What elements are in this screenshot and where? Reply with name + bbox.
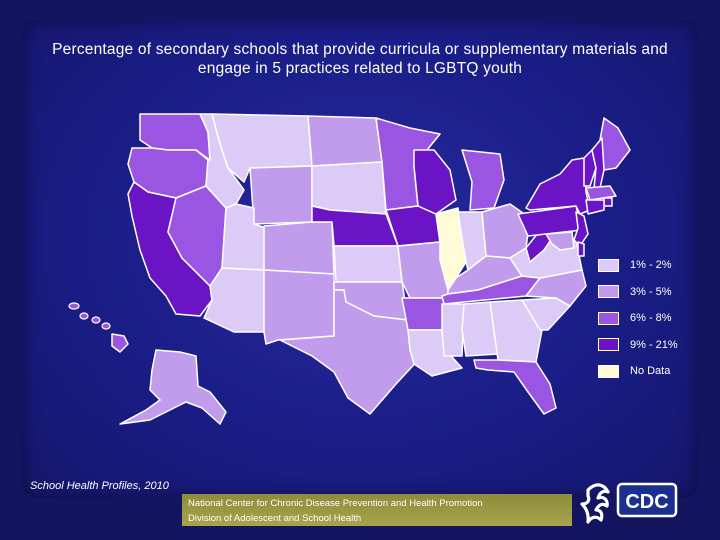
state-tx bbox=[279, 289, 421, 415]
cdc-logo-text: CDC bbox=[625, 491, 668, 513]
state-ma bbox=[585, 185, 617, 201]
legend-label-5: No Data bbox=[630, 365, 671, 378]
state-ks bbox=[333, 245, 403, 283]
legend: 1% - 2% 3% - 5% 6% - 8% 9% - 21% No Data bbox=[598, 252, 708, 385]
states-layer bbox=[68, 113, 631, 425]
state-vt bbox=[583, 149, 597, 187]
map-title: Percentage of secondary schools that pro… bbox=[52, 41, 668, 77]
state-al bbox=[461, 301, 499, 357]
state-ny bbox=[525, 157, 591, 215]
legend-item-1: 1% - 2% bbox=[598, 252, 708, 279]
footer-line-1: National Center for Chronic Disease Prev… bbox=[188, 498, 483, 509]
legend-swatch-5 bbox=[598, 364, 619, 378]
legend-label-3: 6% - 8% bbox=[630, 312, 672, 325]
hhs-eagle-icon bbox=[580, 483, 610, 524]
footer-line-2: Division of Adolescent and School Health bbox=[188, 513, 362, 524]
footer-bar bbox=[182, 494, 572, 526]
state-hi bbox=[111, 333, 129, 353]
legend-swatch-3 bbox=[598, 311, 619, 325]
cdc-logo: CDC bbox=[580, 482, 678, 524]
legend-swatch-2 bbox=[598, 285, 619, 299]
state-az bbox=[203, 267, 265, 333]
legend-item-3: 6% - 8% bbox=[598, 305, 708, 332]
state-ak bbox=[119, 349, 227, 425]
state-me bbox=[599, 117, 631, 171]
state-wi bbox=[413, 149, 457, 215]
legend-item-5: No Data bbox=[598, 358, 708, 385]
legend-item-2: 3% - 5% bbox=[598, 279, 708, 306]
state-ar bbox=[401, 297, 449, 331]
legend-label-4: 9% - 21% bbox=[630, 338, 678, 351]
state-co bbox=[263, 221, 335, 275]
state-nd bbox=[307, 115, 383, 167]
state-mi bbox=[461, 149, 505, 211]
state-de bbox=[577, 241, 585, 257]
hawaii-island-3 bbox=[91, 316, 101, 324]
state-ga bbox=[489, 299, 543, 363]
state-ms bbox=[441, 303, 465, 357]
legend-label-2: 3% - 5% bbox=[630, 285, 672, 298]
state-nm bbox=[263, 269, 335, 345]
hawaii-island-1 bbox=[68, 302, 80, 310]
legend-item-4: 9% - 21% bbox=[598, 332, 708, 359]
state-ct bbox=[585, 199, 605, 215]
state-wy bbox=[249, 165, 313, 225]
legend-swatch-1 bbox=[598, 258, 619, 272]
legend-label-1: 1% - 2% bbox=[630, 259, 672, 272]
hawaii-island-2 bbox=[79, 312, 89, 320]
state-fl bbox=[473, 359, 557, 415]
state-sd bbox=[311, 161, 387, 215]
source-citation: School Health Profiles, 2010 bbox=[30, 480, 169, 492]
state-md bbox=[545, 231, 575, 251]
hawaii-island-4 bbox=[101, 322, 111, 330]
legend-swatch-4 bbox=[598, 338, 619, 352]
state-ri bbox=[603, 197, 613, 207]
